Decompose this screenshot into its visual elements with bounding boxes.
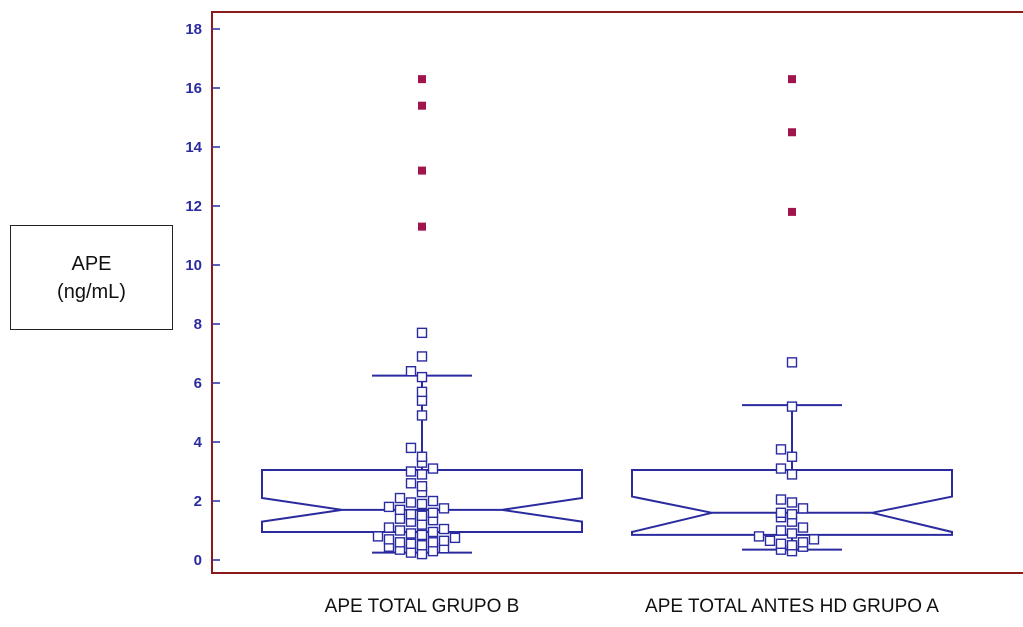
category-label: APE TOTAL GRUPO B	[325, 596, 520, 617]
data-point	[416, 529, 428, 541]
data-point	[775, 494, 787, 505]
data-point	[786, 451, 798, 462]
y-tick-label: 18	[185, 21, 202, 38]
data-point	[405, 528, 417, 539]
data-point	[797, 522, 809, 533]
data-point	[383, 534, 395, 545]
data-point	[416, 519, 428, 530]
data-point	[405, 509, 417, 520]
box-2	[631, 469, 953, 536]
data-point	[786, 540, 798, 551]
data-point	[753, 531, 765, 542]
data-point	[394, 513, 406, 524]
y-axis: 0 2 4 6 8 10 12 14 16 18	[185, 21, 220, 569]
data-point	[438, 535, 450, 547]
data-point	[797, 503, 809, 514]
data-point	[394, 537, 406, 548]
y-tick-label: 6	[194, 375, 202, 392]
data-point	[775, 538, 787, 549]
y-tick-label: 4	[194, 434, 203, 451]
data-point	[416, 469, 428, 480]
data-point	[427, 545, 439, 557]
data-point	[797, 537, 809, 548]
data-point	[405, 366, 417, 377]
category-label: APE TOTAL ANTES HD GRUPO A	[645, 596, 939, 617]
data-point	[416, 351, 428, 362]
data-point	[786, 497, 798, 508]
plot-frame	[211, 11, 1023, 574]
y-tick-label: 2	[194, 493, 202, 510]
y-tick-label: 14	[185, 139, 202, 156]
y-tick-label: 10	[185, 257, 202, 274]
data-point	[394, 525, 406, 536]
data-point	[438, 503, 450, 514]
data-point	[416, 386, 428, 398]
data-point	[405, 478, 417, 489]
boxes	[261, 374, 953, 554]
data-point	[416, 410, 428, 421]
data-point	[786, 401, 798, 412]
data-point	[449, 532, 461, 544]
y-tick-label: 0	[194, 552, 202, 569]
outlier-point	[418, 166, 426, 175]
category-labels: APE TOTAL GRUPO B APE TOTAL ANTES HD GRUP…	[325, 596, 940, 617]
data-point	[786, 357, 798, 368]
outlier-point	[788, 75, 796, 84]
data-point	[438, 523, 450, 535]
data-point	[775, 444, 787, 455]
data-point	[394, 504, 406, 516]
y-tick-label: 16	[185, 80, 202, 97]
data-point	[372, 531, 384, 542]
data-point	[775, 507, 787, 518]
data-point	[786, 528, 798, 539]
data-point	[383, 522, 395, 533]
outlier-point	[418, 75, 426, 84]
data-point	[808, 534, 820, 545]
y-tick-label: 12	[185, 198, 202, 215]
box-1	[261, 469, 583, 533]
data-point	[405, 466, 417, 477]
data-point	[416, 451, 428, 462]
data-point	[775, 463, 787, 474]
data-point	[786, 469, 798, 480]
data-points	[372, 75, 820, 560]
outlier-point	[788, 207, 796, 216]
y-axis-label-line-2: (ng/mL)	[57, 280, 126, 303]
data-point	[427, 463, 439, 474]
data-point	[416, 327, 428, 339]
data-point	[416, 371, 428, 383]
data-point	[427, 507, 439, 518]
data-point	[764, 535, 776, 547]
data-point	[383, 501, 395, 513]
data-point	[405, 538, 417, 549]
outlier-point	[788, 128, 796, 137]
data-point	[427, 537, 439, 548]
data-point	[394, 492, 406, 504]
data-point	[416, 481, 428, 492]
data-point	[416, 548, 428, 560]
data-point	[405, 442, 417, 454]
data-point	[405, 547, 417, 558]
data-point	[416, 498, 428, 510]
y-tick-label: 8	[194, 316, 202, 333]
data-point	[427, 526, 439, 538]
data-point	[416, 540, 428, 551]
outlier-point	[418, 101, 426, 110]
data-point	[775, 525, 787, 536]
data-point	[416, 395, 428, 406]
y-axis-label-line-1: APE	[71, 252, 112, 275]
data-point	[786, 509, 798, 520]
plot-border	[211, 11, 1023, 574]
data-point	[427, 495, 439, 507]
data-point	[416, 510, 428, 521]
outlier-point	[418, 222, 426, 231]
y-axis-label-box: APE (ng/mL)	[10, 225, 173, 330]
data-point	[405, 497, 417, 508]
